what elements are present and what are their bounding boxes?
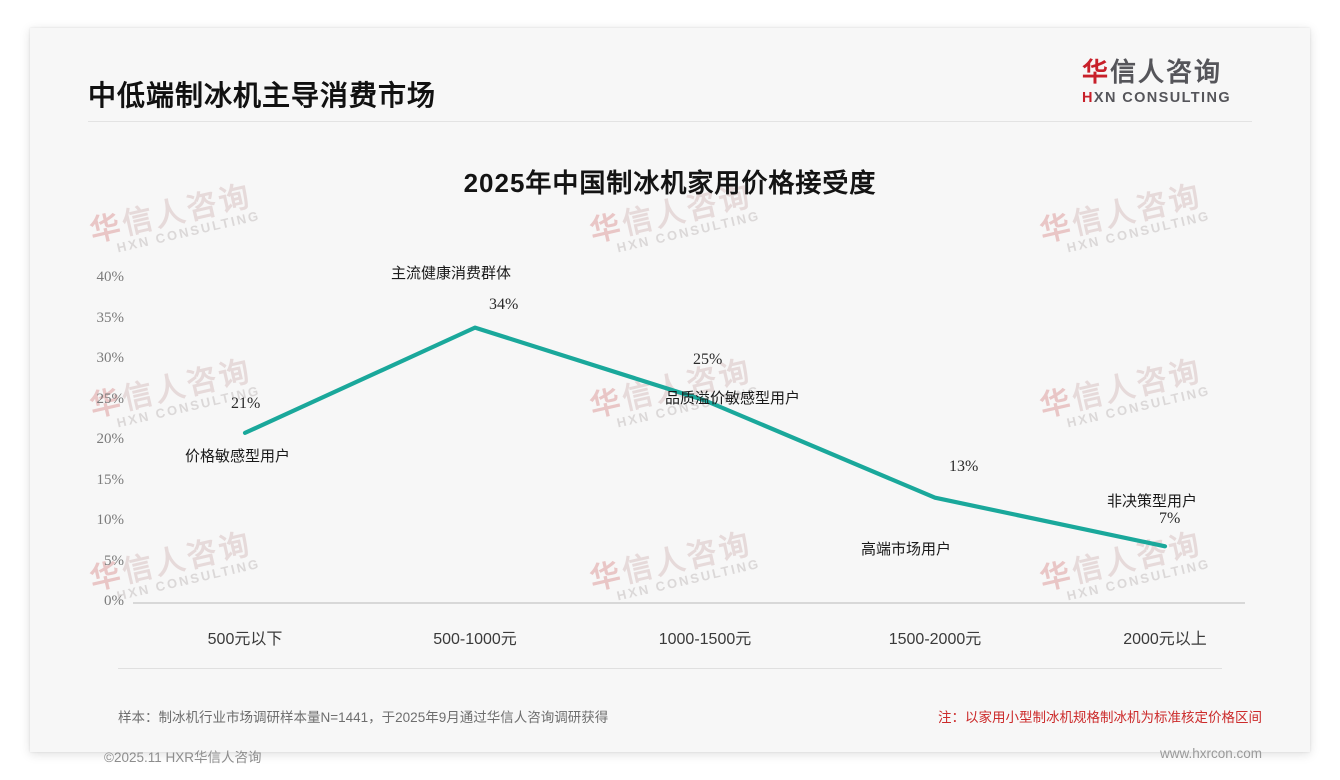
line-chart: 0% 5% 10% 15% 20% 25% 30% 35% 40% 500元以下 500-1000元… [30, 253, 1310, 653]
website-text: www.hxrcon.com [1159, 746, 1262, 761]
chart-svg [133, 325, 1245, 604]
watermark-cn-red: 华 [587, 209, 627, 249]
header-divider [88, 121, 1252, 122]
y-axis-tick: 20% [96, 431, 125, 447]
y-axis-tick: 30% [96, 350, 125, 366]
page-title: 中低端制冰机主导消费市场 [88, 80, 437, 111]
brand-logo: 华信人咨询 HXN CONSULTING [1082, 57, 1268, 107]
data-point-value-label: 21% [231, 394, 261, 412]
y-axis-tick: 5% [104, 552, 124, 569]
data-point-value-label: 7% [1159, 510, 1181, 528]
copyright-text: ©2025.11 HXR华信人咨询 [104, 750, 262, 765]
data-series-line [242, 325, 1168, 549]
chart-title: 2025年中国制冰机家用价格接受度 [463, 168, 877, 198]
logo-cn-red: 华 [1082, 57, 1111, 87]
logo-en-red: H [1082, 90, 1094, 107]
watermark-cn-red: 华 [1037, 209, 1077, 249]
data-point-value-label: 34% [489, 295, 519, 313]
logo-cn-rest: 信人咨询 [1110, 57, 1223, 87]
data-point-annotation: 非决策型用户 [1107, 493, 1198, 511]
data-point-value-label: 13% [949, 457, 979, 475]
y-axis-tick: 15% [96, 471, 125, 488]
x-axis-tick: 500-1000元 [433, 631, 517, 648]
x-axis-tick: 1500-2000元 [888, 631, 982, 648]
data-point-annotation: 主流健康消费群体 [391, 264, 512, 282]
watermark-en: HXN CONSULTING [615, 207, 762, 255]
y-axis-tick: 35% [96, 309, 125, 326]
logo-en-rest: XN CONSULTING [1093, 90, 1232, 107]
x-axis-tick: 2000元以上 [1123, 631, 1207, 648]
watermark-en: HXN CONSULTING [115, 207, 262, 255]
data-point-value-label: 25% [693, 350, 723, 368]
sample-note: 样本：制冰机行业市场调研样本量N=1441，于2025年9月通过华信人咨询调研获… [118, 710, 609, 725]
y-axis-tick: 0% [104, 593, 124, 609]
report-card: 华信人咨询 HXN CONSULTING 华信人咨询 HXN CONSULTIN… [30, 28, 1310, 765]
y-axis-tick: 40% [96, 269, 125, 285]
red-note: 注：以家用小型制冰机规格制冰机为标准核定价格区间 [938, 710, 1262, 725]
x-axis-tick: 500元以下 [207, 631, 283, 648]
card-header: 中低端制冰机主导消费市场 华信人咨询 HXN CONSULTING [30, 28, 1310, 122]
watermark-en: HXN CONSULTING [1065, 207, 1212, 255]
data-point-annotation: 价格敏感型用户 [185, 447, 291, 465]
data-point-annotation: 高端市场用户 [861, 540, 952, 558]
y-axis-tick: 25% [96, 390, 125, 407]
x-axis-tick: 1000-1500元 [658, 631, 752, 648]
y-axis-tick: 10% [96, 512, 125, 528]
footer-divider [118, 668, 1222, 669]
data-point-annotation: 品质溢价敏感型用户 [665, 389, 801, 407]
watermark-cn-red: 华 [87, 209, 127, 249]
